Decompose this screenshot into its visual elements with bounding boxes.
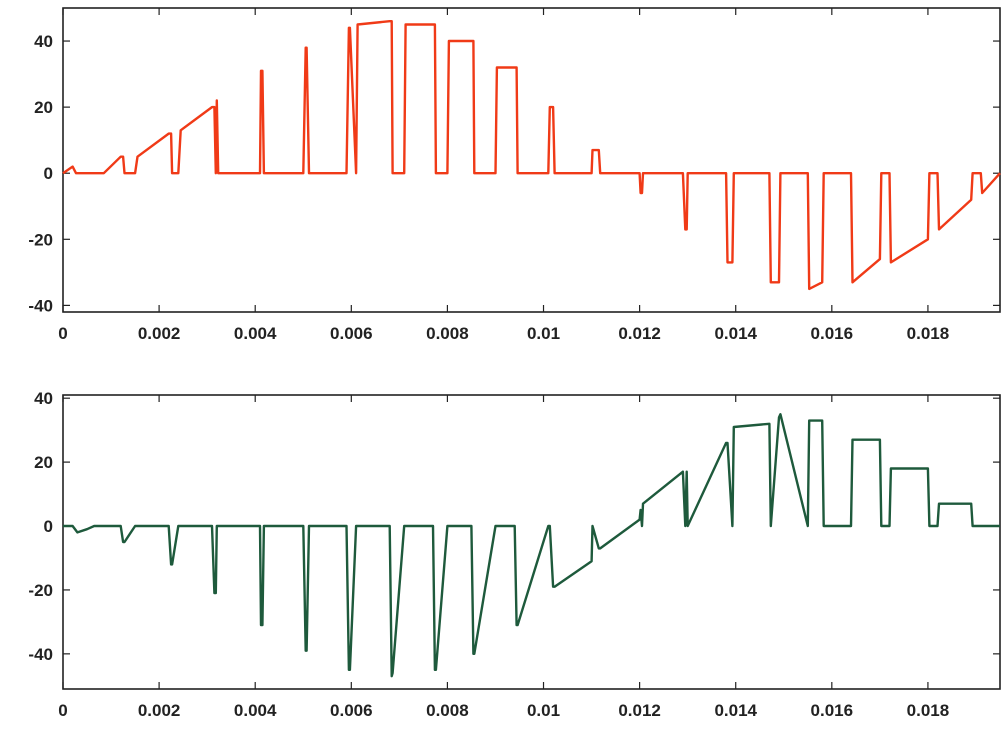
x-tick-label: 0.002 [138,701,181,720]
y-tick-label: 20 [34,98,53,117]
plot-frame [62,394,1001,690]
y-tick-label: 0 [44,517,53,536]
y-tick-label: 40 [34,389,53,408]
x-tick-label: 0.018 [907,324,950,343]
x-tick-label: 0.012 [618,324,661,343]
x-tick-label: 0.018 [907,701,950,720]
x-tick-label: 0.016 [811,701,854,720]
bottom-chart: 0 0.002 0.004 0.006 0.008 0.01 0.012 0.014 0.016… [28,389,1001,720]
series-line-0 [62,20,1001,291]
x-tick-label: 0.01 [527,324,560,343]
x-tick-label: 0.014 [714,324,757,343]
x-tick-label: 0 [58,324,67,343]
plot-frame [62,7,1001,313]
x-tick-label: 0.006 [330,324,373,343]
y-tick-label: -40 [28,296,53,315]
y-tick-label: 0 [44,164,53,183]
x-tick-label: 0.008 [426,324,469,343]
y-tick-label: -40 [28,645,53,664]
x-tick-label: 0.004 [234,701,277,720]
x-tick-label: 0.016 [811,324,854,343]
x-tick-label: 0.012 [618,701,661,720]
x-tick-label: 0 [58,701,67,720]
x-tick-label: 0.01 [527,701,560,720]
y-tick-label: -20 [28,581,53,600]
y-tick-label: -20 [28,230,53,249]
top-chart: 0 0.002 0.004 0.006 0.008 0.01 0.012 0.014 0.016… [28,7,1001,343]
y-tick-label: 40 [34,32,53,51]
x-tick-label: 0.002 [138,324,181,343]
y-tick-label: 20 [34,453,53,472]
series-line-0 [63,413,1000,678]
x-tick-label: 0.008 [426,701,469,720]
x-tick-label: 0.014 [714,701,757,720]
x-tick-label: 0.004 [234,324,277,343]
x-tick-label: 0.006 [330,701,373,720]
